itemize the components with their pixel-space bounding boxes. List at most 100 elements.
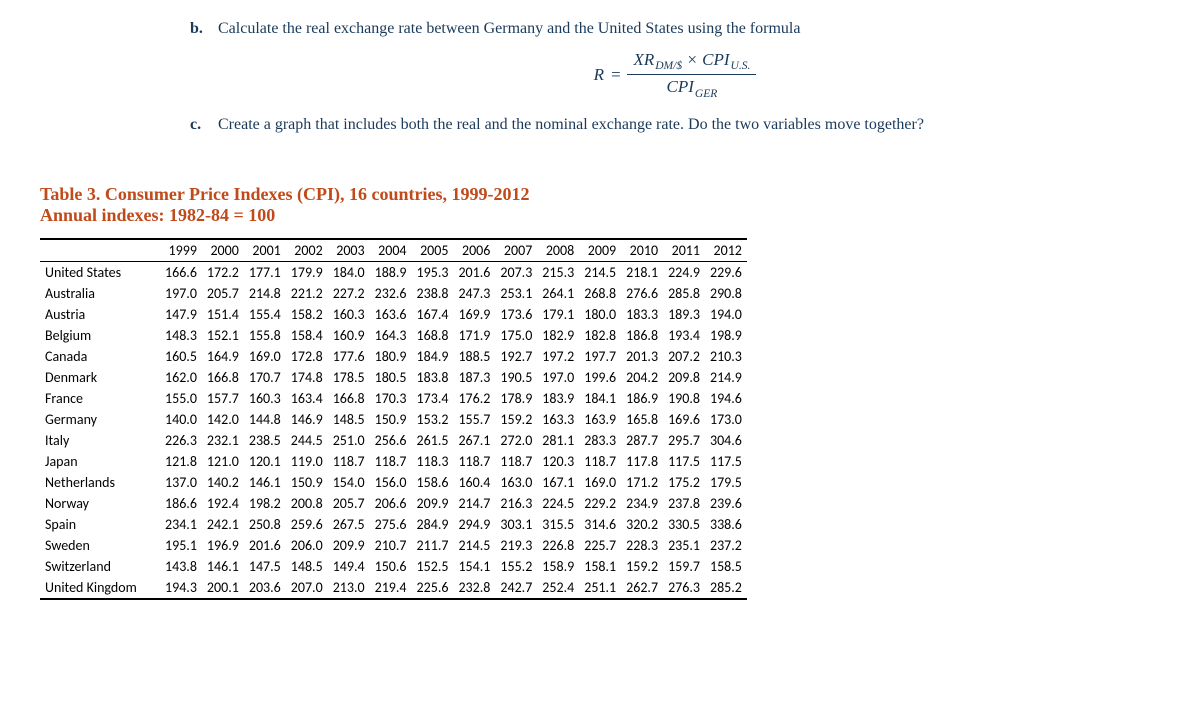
- value-cell: 199.6: [579, 367, 621, 388]
- value-cell: 147.9: [160, 304, 202, 325]
- value-cell: 281.1: [537, 430, 579, 451]
- value-cell: 214.7: [453, 493, 495, 514]
- value-cell: 180.0: [579, 304, 621, 325]
- value-cell: 192.4: [202, 493, 244, 514]
- value-cell: 146.1: [244, 472, 286, 493]
- cpi-table: 1999200020012002200320042005200620072008…: [40, 238, 747, 600]
- table-row: Norway186.6192.4198.2200.8205.7206.6209.…: [40, 493, 747, 514]
- denominator: CPIGER: [661, 75, 724, 99]
- value-cell: 242.7: [495, 577, 537, 599]
- value-cell: 197.7: [579, 346, 621, 367]
- value-cell: 166.8: [328, 388, 370, 409]
- year-header: 2010: [621, 239, 663, 262]
- value-cell: 184.9: [412, 346, 454, 367]
- value-cell: 174.8: [286, 367, 328, 388]
- value-cell: 330.5: [663, 514, 705, 535]
- value-cell: 168.8: [412, 325, 454, 346]
- value-cell: 121.8: [160, 451, 202, 472]
- value-cell: 206.0: [286, 535, 328, 556]
- value-cell: 204.2: [621, 367, 663, 388]
- country-cell: Australia: [40, 283, 160, 304]
- value-cell: 198.2: [244, 493, 286, 514]
- table-body: United States166.6172.2177.1179.9184.018…: [40, 261, 747, 599]
- value-cell: 177.6: [328, 346, 370, 367]
- value-cell: 144.8: [244, 409, 286, 430]
- problem-c: c. Create a graph that includes both the…: [190, 116, 1160, 134]
- value-cell: 197.2: [537, 346, 579, 367]
- problem-marker-c: c.: [190, 116, 218, 134]
- value-cell: 160.3: [244, 388, 286, 409]
- value-cell: 210.7: [370, 535, 412, 556]
- value-cell: 118.7: [495, 451, 537, 472]
- value-cell: 189.3: [663, 304, 705, 325]
- value-cell: 153.2: [412, 409, 454, 430]
- value-cell: 187.3: [453, 367, 495, 388]
- value-cell: 148.5: [286, 556, 328, 577]
- value-cell: 219.4: [370, 577, 412, 599]
- value-cell: 140.0: [160, 409, 202, 430]
- value-cell: 160.5: [160, 346, 202, 367]
- value-cell: 163.0: [495, 472, 537, 493]
- value-cell: 173.4: [412, 388, 454, 409]
- problem-b: b. Calculate the real exchange rate betw…: [190, 20, 1160, 38]
- value-cell: 194.6: [705, 388, 747, 409]
- value-cell: 234.1: [160, 514, 202, 535]
- table-row: Italy226.3232.1238.5244.5251.0256.6261.5…: [40, 430, 747, 451]
- value-cell: 159.2: [495, 409, 537, 430]
- table-row: Germany140.0142.0144.8146.9148.5150.9153…: [40, 409, 747, 430]
- country-cell: Netherlands: [40, 472, 160, 493]
- value-cell: 275.6: [370, 514, 412, 535]
- xr-sub: DM/$: [655, 59, 682, 72]
- value-cell: 155.4: [244, 304, 286, 325]
- country-cell: Belgium: [40, 325, 160, 346]
- value-cell: 183.9: [537, 388, 579, 409]
- table-row: United States166.6172.2177.1179.9184.018…: [40, 261, 747, 283]
- country-cell: France: [40, 388, 160, 409]
- year-header: 2002: [286, 239, 328, 262]
- value-cell: 175.0: [495, 325, 537, 346]
- value-cell: 118.7: [453, 451, 495, 472]
- value-cell: 201.6: [453, 261, 495, 283]
- country-cell: Canada: [40, 346, 160, 367]
- value-cell: 195.1: [160, 535, 202, 556]
- value-cell: 194.3: [160, 577, 202, 599]
- value-cell: 156.0: [370, 472, 412, 493]
- value-cell: 229.6: [705, 261, 747, 283]
- table-row: France155.0157.7160.3163.4166.8170.3173.…: [40, 388, 747, 409]
- value-cell: 164.9: [202, 346, 244, 367]
- country-cell: Austria: [40, 304, 160, 325]
- value-cell: 120.3: [537, 451, 579, 472]
- value-cell: 294.9: [453, 514, 495, 535]
- cpi-ger-sub: GER: [695, 87, 717, 100]
- table-title: Table 3. Consumer Price Indexes (CPI), 1…: [40, 184, 1160, 205]
- value-cell: 169.0: [244, 346, 286, 367]
- value-cell: 218.1: [621, 261, 663, 283]
- value-cell: 261.5: [412, 430, 454, 451]
- value-cell: 188.5: [453, 346, 495, 367]
- value-cell: 209.9: [412, 493, 454, 514]
- country-cell: Japan: [40, 451, 160, 472]
- value-cell: 148.5: [328, 409, 370, 430]
- value-cell: 183.8: [412, 367, 454, 388]
- value-cell: 186.9: [621, 388, 663, 409]
- country-cell: United States: [40, 261, 160, 283]
- value-cell: 215.3: [537, 261, 579, 283]
- value-cell: 207.2: [663, 346, 705, 367]
- value-cell: 143.8: [160, 556, 202, 577]
- value-cell: 304.6: [705, 430, 747, 451]
- table-row: United Kingdom194.3200.1203.6207.0213.02…: [40, 577, 747, 599]
- value-cell: 151.4: [202, 304, 244, 325]
- value-cell: 237.2: [705, 535, 747, 556]
- table-row: Denmark162.0166.8170.7174.8178.5180.5183…: [40, 367, 747, 388]
- value-cell: 284.9: [412, 514, 454, 535]
- xr-var: XR: [633, 50, 654, 69]
- value-cell: 163.6: [370, 304, 412, 325]
- value-cell: 142.0: [202, 409, 244, 430]
- value-cell: 179.9: [286, 261, 328, 283]
- table-row: Japan121.8121.0120.1119.0118.7118.7118.3…: [40, 451, 747, 472]
- value-cell: 197.0: [537, 367, 579, 388]
- value-cell: 117.5: [663, 451, 705, 472]
- value-cell: 155.2: [495, 556, 537, 577]
- value-cell: 190.5: [495, 367, 537, 388]
- value-cell: 235.1: [663, 535, 705, 556]
